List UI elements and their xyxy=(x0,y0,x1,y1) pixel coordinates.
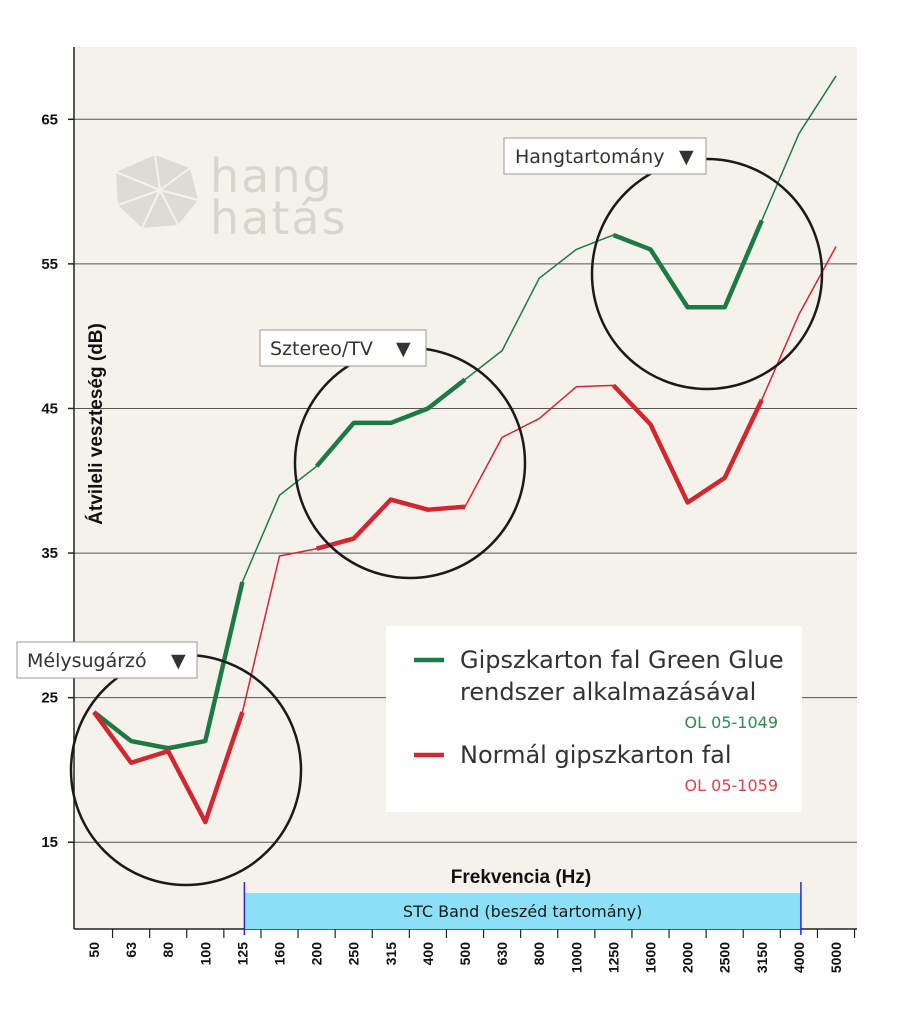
x-tick-label-50: 50 xyxy=(86,942,102,958)
highlight-circle-voice xyxy=(590,157,824,391)
stc-band-label: STC Band (beszéd tartomány) xyxy=(403,902,642,921)
stc-band: STC Band (beszéd tartomány) xyxy=(243,882,802,935)
legend-label-green-line2: rendszer alkalmazásával xyxy=(460,678,756,706)
stc-band-rect xyxy=(244,893,801,929)
callout-bass-marker: ▼ xyxy=(171,650,186,672)
logo-text-line2: hatás xyxy=(210,191,348,245)
y-tick-label-65: 65 xyxy=(41,111,58,128)
x-tick-label-315: 315 xyxy=(383,942,399,966)
y-tick-label-15: 15 xyxy=(41,834,58,851)
x-tick-label-250: 250 xyxy=(346,942,362,966)
legend-box xyxy=(386,626,802,812)
x-tick-label-630: 630 xyxy=(494,942,510,966)
callout-bass-box xyxy=(16,641,198,679)
callout-voice: Hangtartomány ▼ xyxy=(503,137,707,175)
legend-code-red: OL 05-1059 xyxy=(685,776,778,795)
y-tick-label-45: 45 xyxy=(41,400,58,417)
x-axis-title: Frekvencia (Hz) xyxy=(451,867,591,888)
x-tick-label-160: 160 xyxy=(272,942,288,966)
x-tick-label-5000: 5000 xyxy=(828,942,844,973)
callout-tv-label: Sztereo/TV xyxy=(270,338,373,360)
x-tick-label-100: 100 xyxy=(197,942,213,966)
y-tick-label-55: 55 xyxy=(41,256,58,273)
y-axis-title: Átvileli veszteség (dB) xyxy=(85,323,107,525)
x-tick-label-200: 200 xyxy=(309,942,325,966)
x-tick-label-2500: 2500 xyxy=(717,942,733,973)
x-tick-label-800: 800 xyxy=(531,942,547,966)
y-tick-label-35: 35 xyxy=(41,545,58,562)
logo-text-line1: hang xyxy=(210,149,334,203)
hanghatas-logo: hang hatás xyxy=(115,149,348,245)
x-tick-label-500: 500 xyxy=(457,942,473,966)
callout-bass: Mélysugárzó ▼ xyxy=(16,641,198,679)
x-tick-label-125: 125 xyxy=(234,942,250,966)
y-tick-labels: 15 25 35 45 55 65 xyxy=(41,111,74,851)
x-tick-label-4000: 4000 xyxy=(791,942,807,973)
legend: Gipszkarton fal Green Glue rendszer alka… xyxy=(386,626,802,812)
x-tick-label-2000: 2000 xyxy=(680,942,696,973)
callout-tv-box xyxy=(259,329,427,367)
x-tick-label-1000: 1000 xyxy=(568,942,584,973)
series-lines xyxy=(92,75,837,825)
x-tick-label-80: 80 xyxy=(160,942,176,958)
callout-voice-box xyxy=(503,137,707,175)
x-tick-label-63: 63 xyxy=(123,942,139,958)
callout-bass-label: Mélysugárzó xyxy=(27,650,147,672)
x-tick-label-400: 400 xyxy=(420,942,436,966)
x-tick-label-1600: 1600 xyxy=(643,942,659,973)
legend-label-red: Normál gipszkarton fal xyxy=(460,741,732,769)
x-tick-label-1250: 1250 xyxy=(605,942,621,973)
callout-voice-label: Hangtartomány xyxy=(515,146,664,168)
x-tick-labels: 50 63 80 100 125 160 200 250 315 400 500 630 800 1000… xyxy=(86,929,856,973)
x-tick-label-3150: 3150 xyxy=(754,942,770,973)
callout-tv-marker: ▼ xyxy=(396,338,411,360)
callout-voice-marker: ▼ xyxy=(679,146,694,168)
y-tick-label-25: 25 xyxy=(41,690,58,707)
callout-tv: Sztereo/TV ▼ xyxy=(259,329,427,367)
legend-label-green-line1: Gipszkarton fal Green Glue xyxy=(460,646,784,674)
legend-code-green: OL 05-1049 xyxy=(685,713,778,732)
